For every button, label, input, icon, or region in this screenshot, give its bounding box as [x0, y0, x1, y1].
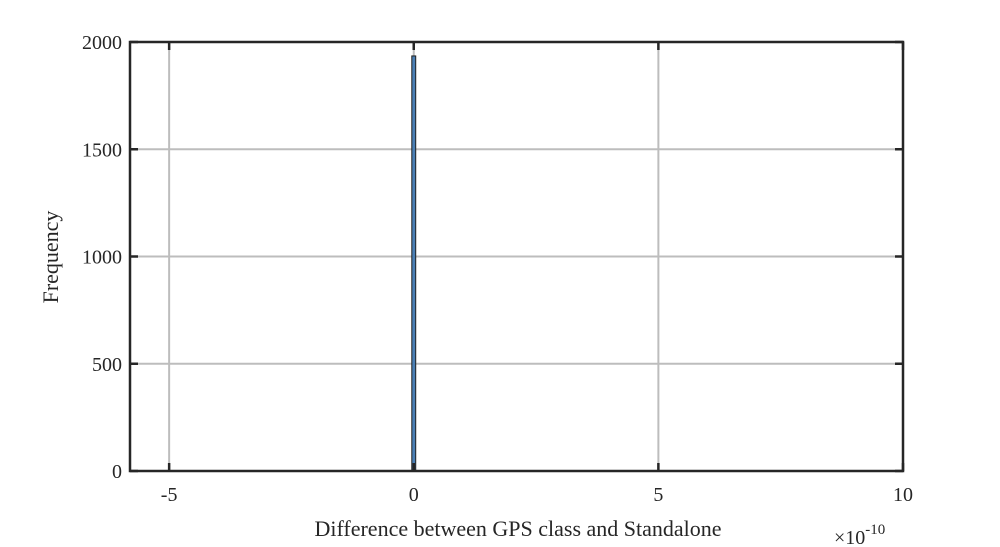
y-tick-label: 500	[92, 354, 122, 376]
grid-lines	[130, 42, 903, 471]
x-exponent-base: ×10	[834, 527, 865, 547]
y-tick-labels: 0 500 1000 1500 2000	[82, 32, 122, 483]
histogram-bar	[411, 55, 417, 472]
x-exponent-power: -10	[865, 522, 885, 538]
axis-ticks	[130, 40, 905, 473]
y-tick-label: 1500	[82, 139, 122, 161]
x-tick-label: 5	[653, 484, 663, 506]
x-tick-label: -5	[161, 484, 178, 506]
y-axis-label: Frequency	[38, 211, 63, 304]
y-tick-label: 2000	[82, 32, 122, 54]
x-exponent-label: ×10-10	[834, 522, 885, 547]
x-tick-label: 10	[893, 484, 913, 506]
histogram-bars	[411, 55, 417, 472]
x-tick-label: 0	[409, 484, 419, 506]
y-tick-label: 0	[112, 461, 122, 483]
y-tick-label: 1000	[82, 247, 122, 269]
x-axis-label: Difference between GPS class and Standal…	[314, 516, 721, 541]
x-tick-labels: -5 0 5 10	[161, 484, 913, 506]
